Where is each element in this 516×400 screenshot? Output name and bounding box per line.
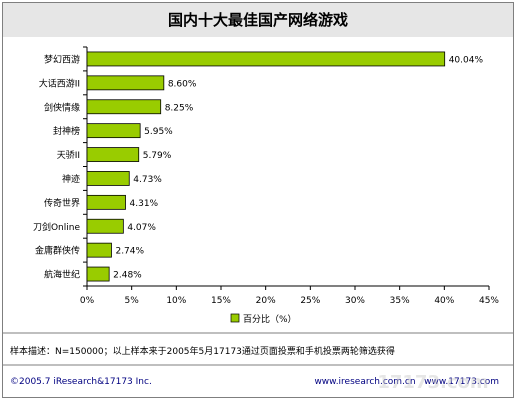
value-label: 8.25%: [165, 103, 194, 113]
category-label: 刀剑Online: [33, 221, 80, 233]
bar: [86, 99, 162, 115]
bar: [86, 123, 141, 139]
plot-area: 0% 5% 10% 15% 20% 25% 30% 35% 40% 45% 梦幻西游 40.04% 大话…: [33, 46, 499, 306]
category-label: 神迹: [62, 173, 80, 185]
value-label: 4.73%: [133, 175, 162, 185]
category-label: 传奇世界: [44, 197, 80, 209]
legend-swatch: [230, 313, 240, 323]
value-label: 4.07%: [127, 223, 156, 233]
value-label: 5.79%: [143, 151, 172, 161]
bar: [86, 75, 165, 91]
category-label: 大话西游II: [39, 77, 80, 89]
x-tick-label: 25%: [300, 296, 320, 306]
x-tick-label: 20%: [256, 296, 276, 306]
x-tick-label: 40%: [434, 296, 454, 306]
x-tick-label: 0%: [80, 296, 95, 306]
value-label: 40.04%: [449, 55, 484, 65]
bar: [86, 218, 124, 234]
bar: [86, 242, 112, 258]
bar: [86, 51, 446, 67]
sample-note: 样本描述：N=150000；以上样本来于2005年5月17173通过页面投票和手…: [10, 345, 395, 357]
chart-title: 国内十大最佳国产网络游戏: [168, 11, 348, 29]
bar: [86, 266, 110, 282]
category-label: 航海世纪: [44, 269, 80, 281]
value-label: 4.31%: [130, 199, 159, 209]
x-tick-label: 5%: [125, 296, 140, 306]
category-label: 梦幻西游: [44, 53, 80, 65]
value-label: 2.48%: [113, 271, 142, 281]
chart-canvas: 国内十大最佳国产网络游戏 0% 5% 10% 15% 20% 25% 30% 35% 40% 45…: [3, 3, 513, 393]
x-tick-label: 45%: [479, 296, 499, 306]
category-label: 剑侠情缘: [44, 101, 80, 113]
value-label: 8.60%: [168, 79, 197, 89]
category-label: 金庸群侠传: [35, 245, 80, 257]
x-tick-label: 10%: [166, 296, 186, 306]
category-label: 天骄II: [57, 149, 80, 161]
x-tick-label: 30%: [345, 296, 365, 306]
watermark: 17173.com: [377, 372, 488, 393]
category-label: 封神榜: [53, 125, 80, 137]
bar: [86, 194, 126, 210]
value-label: 5.95%: [144, 127, 173, 137]
bar: [86, 147, 140, 162]
legend: 百分比（%）: [230, 313, 297, 325]
footer-links: www.iresearch.com.cn www.17173.com: [314, 377, 499, 387]
bar: [86, 171, 130, 186]
legend-label: 百分比（%）: [243, 313, 297, 325]
title-band: [3, 3, 513, 37]
x-tick-label: 35%: [390, 296, 410, 306]
value-label: 2.74%: [115, 247, 144, 257]
x-tick-label: 15%: [211, 296, 231, 306]
footer-copyright: ©2005.7 iResearch&17173 Inc.: [10, 377, 152, 387]
